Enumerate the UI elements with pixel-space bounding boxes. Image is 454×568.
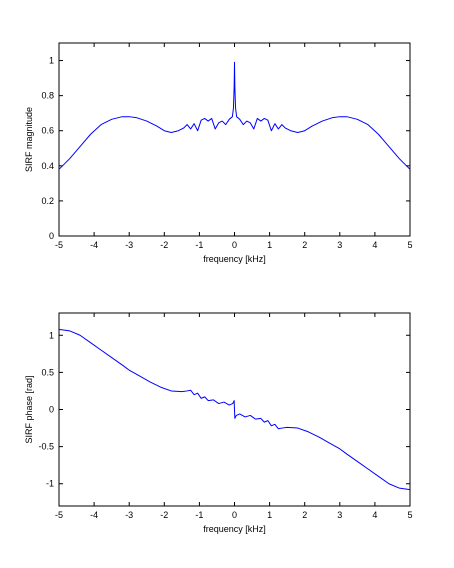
y-tick-label: -0.5: [38, 442, 54, 452]
y-tick-label: 0.2: [41, 196, 54, 206]
y-tick-label: 0.6: [41, 126, 54, 136]
y-axis-label: SIRF phase [rad]: [24, 375, 34, 443]
x-tick-label: 1: [267, 240, 272, 250]
x-tick-label: -3: [125, 240, 133, 250]
x-tick-label: 0: [232, 240, 237, 250]
y-tick-label: 0: [49, 405, 54, 415]
series-line: [58, 61, 411, 170]
x-tick-label: -4: [90, 510, 98, 520]
x-tick-label: 0: [232, 510, 237, 520]
x-tick-label: 2: [302, 240, 307, 250]
x-axis-label: frequency [kHz]: [203, 254, 266, 264]
y-tick-label: 0.5: [41, 367, 54, 377]
x-tick-label: 2: [302, 510, 307, 520]
x-tick-label: -3: [125, 510, 133, 520]
x-tick-label: 5: [407, 240, 412, 250]
y-tick-label: 1: [49, 56, 54, 66]
series-line: [58, 328, 411, 491]
x-tick-label: 5: [407, 510, 412, 520]
x-tick-label: 3: [337, 510, 342, 520]
y-tick-label: 0.4: [41, 161, 54, 171]
x-tick-label: 4: [372, 240, 377, 250]
x-tick-label: 3: [337, 240, 342, 250]
x-axis-label: frequency [kHz]: [203, 524, 266, 534]
x-tick-label: -5: [55, 240, 63, 250]
x-tick-label: -1: [195, 240, 203, 250]
y-axis-label: SIRF magnitude: [24, 107, 34, 172]
x-tick-label: -2: [160, 510, 168, 520]
x-tick-label: -2: [160, 240, 168, 250]
x-tick-label: -5: [55, 510, 63, 520]
y-tick-label: 1: [49, 330, 54, 340]
magnitude-plot: -5 -4 -3 -2 -1 0 1 2 3 4 500.20.40.60.81frequency …: [24, 42, 413, 264]
x-tick-label: -1: [195, 510, 203, 520]
y-tick-label: -1: [46, 479, 54, 489]
x-tick-label: -4: [90, 240, 98, 250]
x-tick-label: 4: [372, 510, 377, 520]
y-tick-label: 0.8: [41, 91, 54, 101]
x-tick-label: 1: [267, 510, 272, 520]
y-tick-label: 0: [49, 231, 54, 241]
